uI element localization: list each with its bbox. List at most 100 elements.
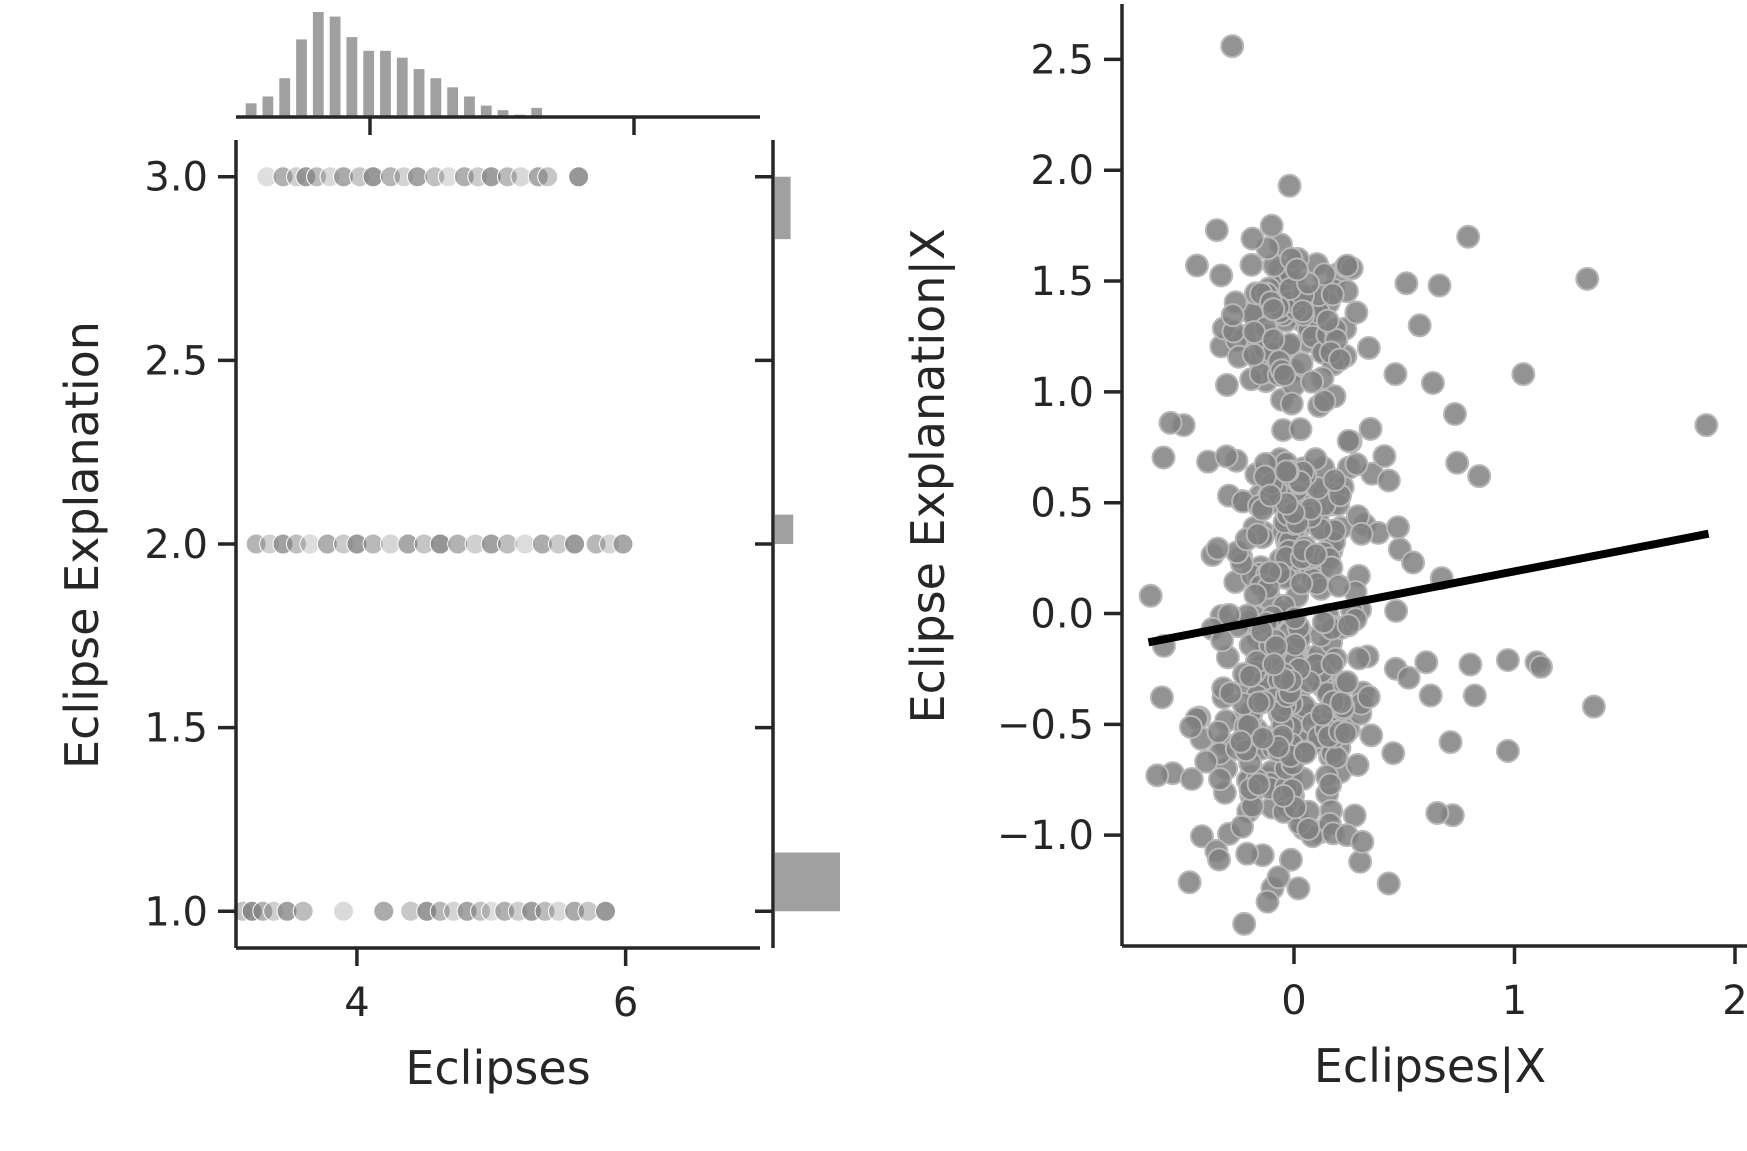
joint-y-tick-label: 1.5: [144, 706, 208, 752]
regression-point: [1427, 273, 1452, 298]
regression-point: [1356, 335, 1381, 360]
regression-y-tick-label: 2.5: [1030, 37, 1094, 83]
joint-point: [537, 166, 559, 188]
regression-point: [1243, 582, 1268, 607]
regression-point: [1329, 690, 1354, 715]
regression-point: [1420, 371, 1445, 396]
regression-point: [1205, 536, 1230, 561]
regression-x-tick-label: 2: [1722, 978, 1747, 1024]
regression-point: [1318, 772, 1343, 797]
regression-point: [1266, 865, 1291, 890]
regression-point: [1495, 648, 1520, 673]
regression-point: [1575, 266, 1600, 291]
regression-point: [1359, 723, 1384, 748]
regression-point: [1320, 282, 1345, 307]
regression-point: [1220, 34, 1245, 59]
regression-point: [1348, 849, 1373, 874]
regression-point: [1289, 571, 1314, 596]
regression-point: [1238, 664, 1263, 689]
regression-point: [1259, 213, 1284, 238]
partial-regression-plot: −1.0 −0.5 0.0 0.5 1.0 1.5 2.0 2.5 0 1 2 Eclipses|…: [901, 4, 1747, 1094]
joint-point: [447, 533, 469, 555]
regression-point: [1694, 413, 1719, 438]
regression-point: [1456, 224, 1481, 249]
marginal-y-bar: [775, 852, 840, 912]
regression-point: [1271, 783, 1296, 808]
marginal-x-bar: [430, 78, 442, 117]
joint-y-tick-label: 3.0: [144, 155, 208, 201]
regression-y-tick-label: −1.0: [997, 813, 1094, 859]
regression-point: [1386, 515, 1411, 540]
marginal-x-bar: [262, 96, 274, 117]
marginal-x-bar: [346, 37, 358, 117]
joint-point: [527, 166, 549, 188]
marginal-x-bar: [480, 105, 492, 117]
regression-point: [1179, 767, 1204, 792]
regression-point: [1376, 468, 1401, 493]
regression-point: [1425, 801, 1450, 826]
regression-point: [1320, 652, 1345, 677]
regression-point: [1277, 173, 1302, 198]
regression-point: [1246, 772, 1271, 797]
regression-point: [1284, 257, 1309, 282]
marginal-x-bar: [329, 16, 341, 118]
marginal-x-bar: [312, 12, 324, 117]
regression-line: [1147, 529, 1710, 647]
joint-x-tick-label: 6: [613, 980, 638, 1026]
regression-point: [1204, 218, 1229, 243]
regression-point: [1383, 362, 1408, 387]
regression-point: [1335, 253, 1360, 278]
marginal-y-histogram: [755, 140, 840, 948]
regression-point: [1189, 824, 1214, 849]
marginal-x-bar: [413, 69, 425, 117]
joint-point: [292, 900, 314, 922]
joint-point: [332, 900, 354, 922]
regression-point: [1278, 847, 1303, 872]
regression-point: [1345, 753, 1370, 778]
marginal-x-bar: [380, 50, 391, 117]
marginal-x-bar: [447, 87, 459, 117]
joint-point: [612, 533, 634, 555]
regression-point: [1178, 715, 1203, 740]
regression-point: [1495, 738, 1520, 763]
regression-x-tick-label: 1: [1502, 978, 1527, 1024]
regression-axes: −1.0 −0.5 0.0 0.5 1.0 1.5 2.0 2.5 0 1 2 Eclipses|…: [901, 4, 1747, 1094]
joint-axes: 1.0 1.5 2.0 2.5 3.0 4 6 Eclipses Eclipse Expl…: [55, 140, 760, 1095]
marginal-x-bar: [296, 39, 307, 117]
regression-scatter-points: [1138, 34, 1719, 936]
regression-point: [1300, 369, 1325, 394]
regression-point: [1310, 702, 1335, 727]
regression-point: [1394, 271, 1419, 296]
regression-y-tick-label: 0.5: [1030, 481, 1094, 527]
regression-point: [1333, 721, 1358, 746]
regression-point: [1149, 685, 1174, 710]
regression-point: [1239, 252, 1264, 277]
regression-point: [1418, 683, 1443, 708]
joint-y-axis-label: Eclipse Explanation: [55, 321, 109, 769]
regression-point: [1220, 303, 1245, 328]
regression-point: [1288, 417, 1313, 442]
regression-point: [1261, 327, 1286, 352]
marginal-x-bar: [279, 78, 291, 117]
regression-point: [1261, 297, 1286, 322]
regression-point: [1311, 610, 1336, 635]
regression-point: [1581, 694, 1606, 719]
regression-point: [1228, 729, 1253, 754]
joint-x-tick-label: 4: [344, 980, 369, 1026]
joint-point: [568, 166, 590, 188]
joint-y-tick-label: 2.5: [144, 338, 208, 384]
regression-point: [1235, 841, 1260, 866]
regression-point: [1214, 372, 1239, 397]
regression-point: [1381, 741, 1406, 766]
regression-point: [1315, 308, 1340, 333]
joint-point: [564, 533, 586, 555]
regression-x-axis-label: Eclipses|X: [1314, 1039, 1546, 1094]
regression-point: [1350, 829, 1375, 854]
regression-point: [1344, 300, 1369, 325]
regression-point: [1296, 817, 1321, 842]
regression-point: [1376, 871, 1401, 896]
joint-plot: 1.0 1.5 2.0 2.5 3.0 4 6 Eclipses Eclipse Expl…: [55, 12, 840, 1095]
regression-y-tick-label: 2.0: [1030, 148, 1094, 194]
regression-y-tick-label: −0.5: [997, 702, 1094, 748]
